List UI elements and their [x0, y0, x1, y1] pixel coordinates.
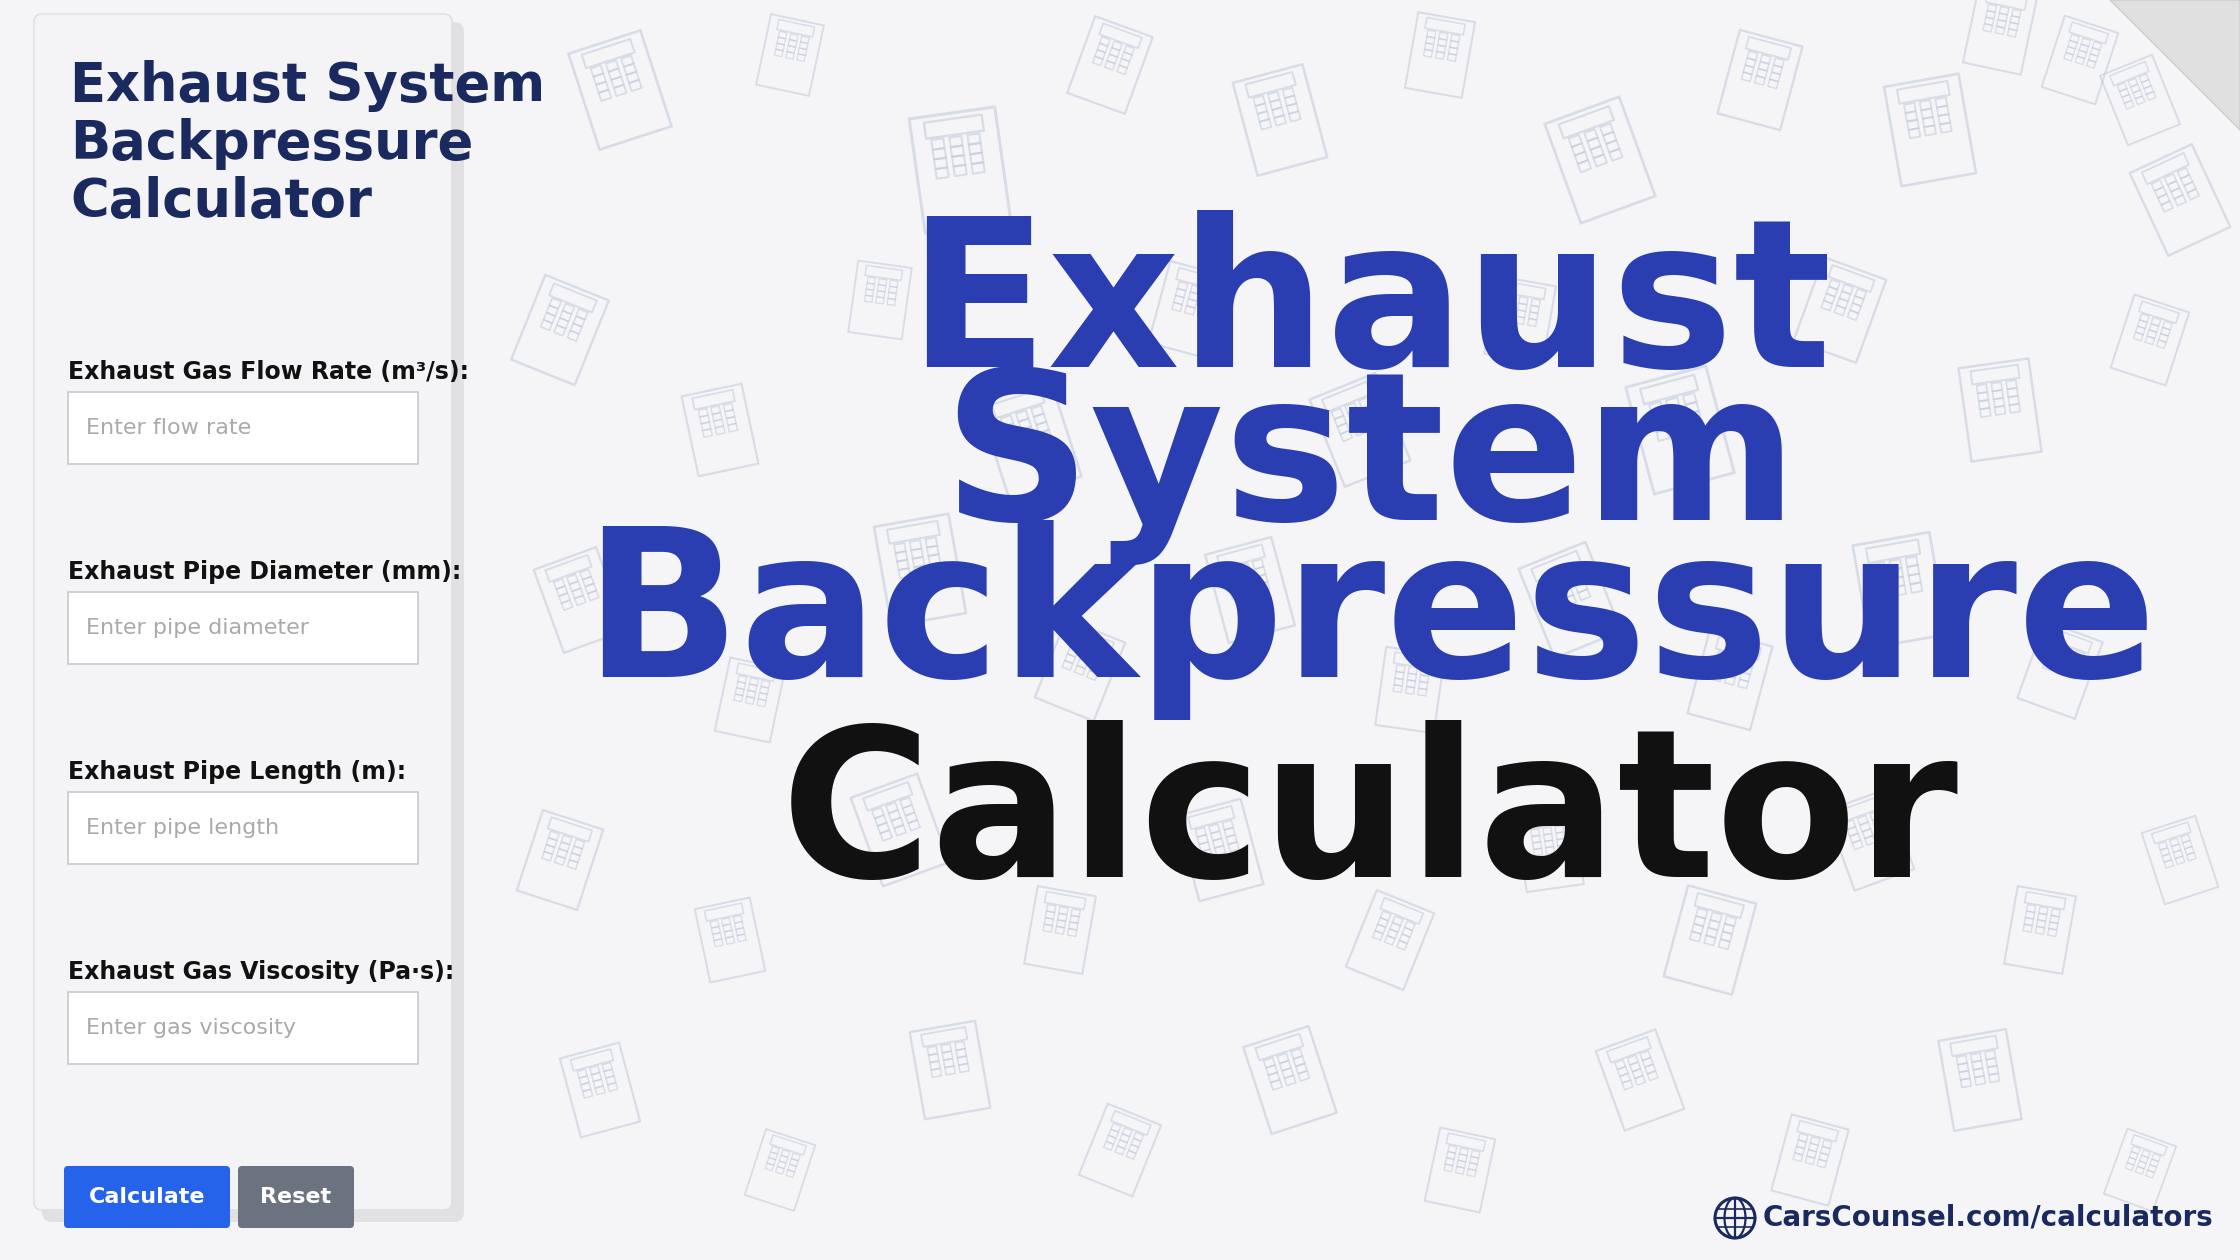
FancyBboxPatch shape	[65, 1166, 231, 1228]
Text: Exhaust System
Backpressure
Calculator: Exhaust System Backpressure Calculator	[69, 60, 544, 228]
FancyBboxPatch shape	[43, 21, 464, 1222]
FancyBboxPatch shape	[67, 992, 419, 1063]
FancyBboxPatch shape	[34, 14, 452, 1210]
Text: CarsCounsel.com/calculators: CarsCounsel.com/calculators	[1763, 1205, 2213, 1232]
Text: Exhaust: Exhaust	[907, 210, 1832, 410]
Text: System: System	[943, 365, 1799, 564]
FancyBboxPatch shape	[67, 793, 419, 864]
Text: Calculator: Calculator	[782, 719, 1960, 920]
FancyBboxPatch shape	[67, 592, 419, 664]
Polygon shape	[2110, 0, 2240, 130]
Text: Exhaust Pipe Diameter (mm):: Exhaust Pipe Diameter (mm):	[67, 559, 461, 583]
FancyBboxPatch shape	[67, 392, 419, 464]
Text: Backpressure: Backpressure	[582, 520, 2157, 719]
Text: Enter pipe diameter: Enter pipe diameter	[85, 617, 309, 638]
Text: Enter gas viscosity: Enter gas viscosity	[85, 1018, 296, 1038]
Text: Enter flow rate: Enter flow rate	[85, 418, 251, 438]
Text: Exhaust Gas Viscosity (Pa·s):: Exhaust Gas Viscosity (Pa·s):	[67, 960, 455, 984]
Text: Enter pipe length: Enter pipe length	[85, 818, 280, 838]
Text: Exhaust Gas Flow Rate (m³/s):: Exhaust Gas Flow Rate (m³/s):	[67, 360, 468, 384]
Text: Calculate: Calculate	[90, 1187, 206, 1207]
Polygon shape	[2110, 0, 2240, 130]
Text: Reset: Reset	[260, 1187, 332, 1207]
FancyBboxPatch shape	[237, 1166, 354, 1228]
Text: Exhaust Pipe Length (m):: Exhaust Pipe Length (m):	[67, 760, 405, 784]
